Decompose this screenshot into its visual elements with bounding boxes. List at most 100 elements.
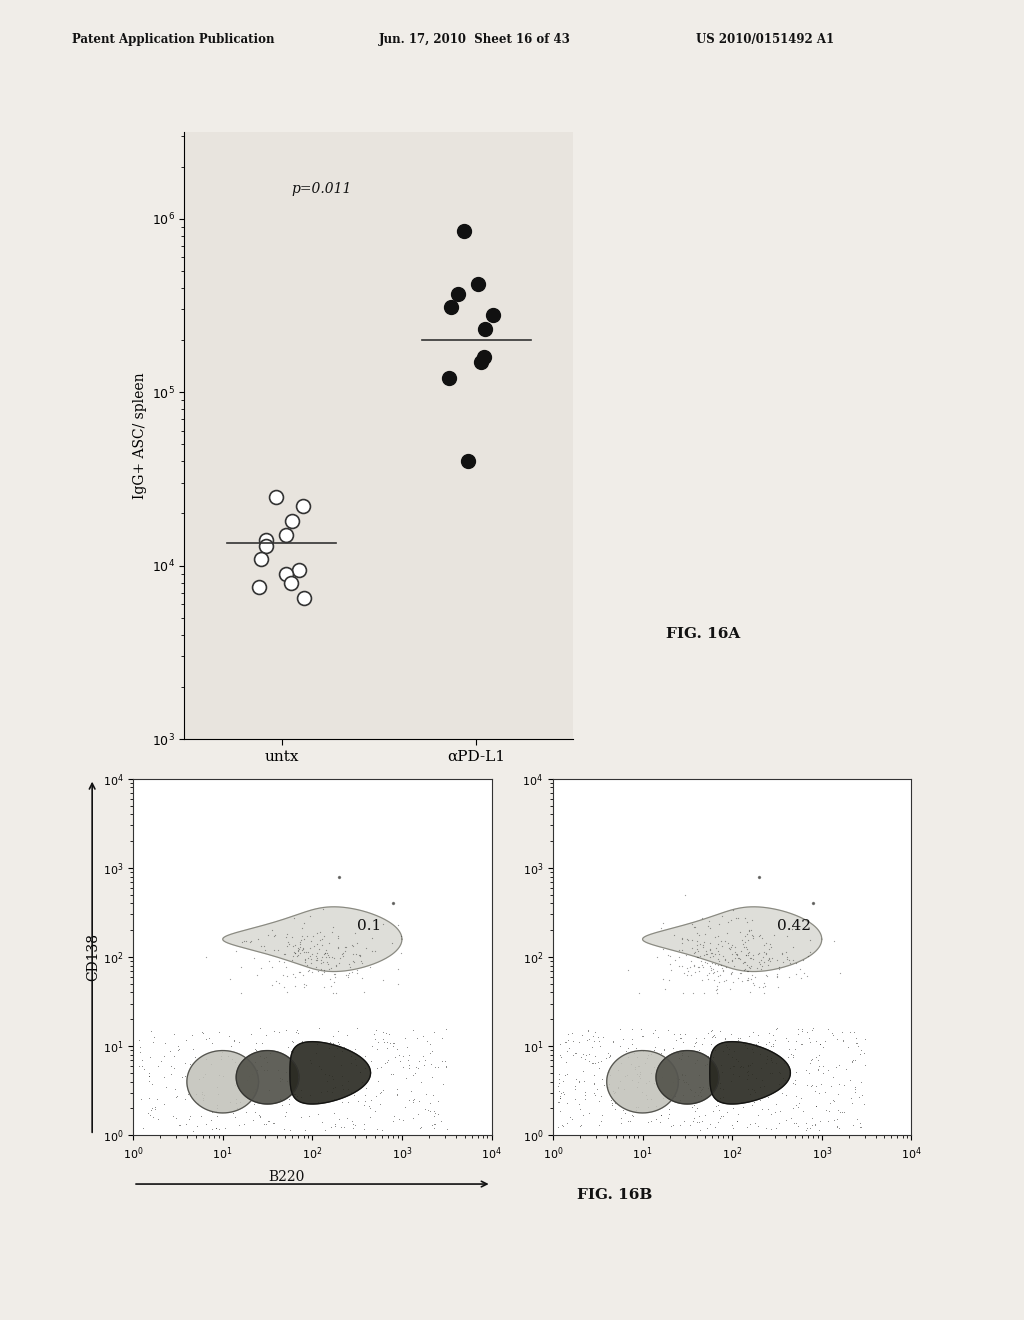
Point bbox=[794, 1034, 810, 1055]
Point bbox=[316, 942, 333, 964]
Point bbox=[209, 1077, 225, 1098]
Point bbox=[241, 1065, 257, 1086]
Point bbox=[261, 950, 278, 972]
Point bbox=[433, 1051, 450, 1072]
Point bbox=[758, 1118, 774, 1139]
Point bbox=[742, 968, 759, 989]
Point bbox=[331, 1109, 347, 1130]
Point bbox=[744, 925, 761, 946]
Point bbox=[709, 1090, 725, 1111]
Point bbox=[655, 1039, 672, 1060]
Point bbox=[714, 1061, 730, 1082]
Point bbox=[243, 931, 259, 952]
Point bbox=[781, 1060, 798, 1081]
Point bbox=[143, 1073, 160, 1094]
Point bbox=[345, 1114, 361, 1135]
Text: FIG. 16A: FIG. 16A bbox=[666, 627, 740, 640]
Point bbox=[247, 1078, 263, 1100]
Point bbox=[762, 1035, 778, 1056]
Point bbox=[746, 1081, 763, 1102]
Point bbox=[390, 1044, 407, 1065]
Point bbox=[780, 1031, 797, 1052]
Point bbox=[389, 1084, 406, 1105]
Point bbox=[284, 949, 300, 970]
Point bbox=[395, 1045, 412, 1067]
Point bbox=[594, 1068, 610, 1089]
Point bbox=[692, 1076, 709, 1097]
Point bbox=[574, 1043, 591, 1064]
Point bbox=[815, 1036, 831, 1057]
Point bbox=[731, 1027, 748, 1048]
Point bbox=[836, 1102, 852, 1123]
Point bbox=[410, 1028, 426, 1049]
Point bbox=[284, 927, 300, 948]
Point bbox=[775, 952, 792, 973]
Point bbox=[710, 1094, 726, 1115]
Point bbox=[589, 1078, 605, 1100]
Point bbox=[623, 1053, 639, 1074]
Point bbox=[790, 1115, 806, 1137]
Point bbox=[737, 908, 754, 929]
Point bbox=[162, 1040, 178, 1061]
Point bbox=[758, 1034, 774, 1055]
Point bbox=[686, 954, 702, 975]
Point bbox=[799, 1022, 815, 1043]
Y-axis label: CD138: CD138 bbox=[86, 933, 99, 981]
Point bbox=[690, 1039, 707, 1060]
Point bbox=[211, 1065, 227, 1086]
Point bbox=[334, 1040, 350, 1061]
Point bbox=[745, 1080, 762, 1101]
Point bbox=[550, 1076, 566, 1097]
Point bbox=[272, 1068, 289, 1089]
Point bbox=[714, 957, 730, 978]
Point bbox=[156, 1045, 172, 1067]
Point bbox=[132, 1041, 148, 1063]
Point bbox=[639, 1111, 655, 1133]
Point bbox=[680, 1045, 696, 1067]
Point bbox=[647, 1019, 664, 1040]
Point bbox=[624, 1019, 640, 1040]
Point bbox=[190, 1068, 207, 1089]
Point bbox=[653, 1043, 670, 1064]
Point bbox=[253, 957, 269, 978]
Point bbox=[388, 1078, 404, 1100]
Point bbox=[773, 944, 790, 965]
Point bbox=[263, 956, 280, 977]
Point bbox=[390, 958, 407, 979]
Point bbox=[655, 939, 672, 960]
Point bbox=[761, 939, 777, 960]
Point bbox=[693, 950, 710, 972]
Point bbox=[744, 1078, 761, 1100]
Point bbox=[707, 1026, 723, 1047]
Point bbox=[309, 1034, 326, 1055]
Point bbox=[725, 1117, 741, 1138]
Point bbox=[381, 1024, 397, 1045]
Point bbox=[177, 1065, 194, 1086]
Point bbox=[767, 1117, 783, 1138]
Point bbox=[684, 913, 700, 935]
Point bbox=[331, 953, 347, 974]
Point bbox=[730, 946, 746, 968]
Point bbox=[691, 957, 708, 978]
Point bbox=[773, 1082, 790, 1104]
Polygon shape bbox=[290, 1041, 371, 1104]
Point bbox=[557, 1031, 573, 1052]
Point bbox=[811, 1082, 827, 1104]
Point bbox=[672, 1089, 688, 1110]
Point bbox=[570, 1031, 587, 1052]
Point bbox=[729, 944, 745, 965]
Point bbox=[686, 916, 702, 937]
Point bbox=[687, 1101, 703, 1122]
Point bbox=[799, 1118, 815, 1139]
Point bbox=[753, 1057, 769, 1078]
Point bbox=[310, 961, 327, 982]
Point bbox=[430, 1090, 446, 1111]
Point bbox=[745, 974, 762, 995]
Point bbox=[437, 1057, 454, 1078]
Point bbox=[694, 937, 711, 958]
Point bbox=[330, 927, 346, 948]
Point bbox=[819, 1018, 836, 1039]
Point bbox=[793, 1088, 809, 1109]
Point bbox=[605, 1031, 622, 1052]
Point bbox=[853, 1117, 869, 1138]
